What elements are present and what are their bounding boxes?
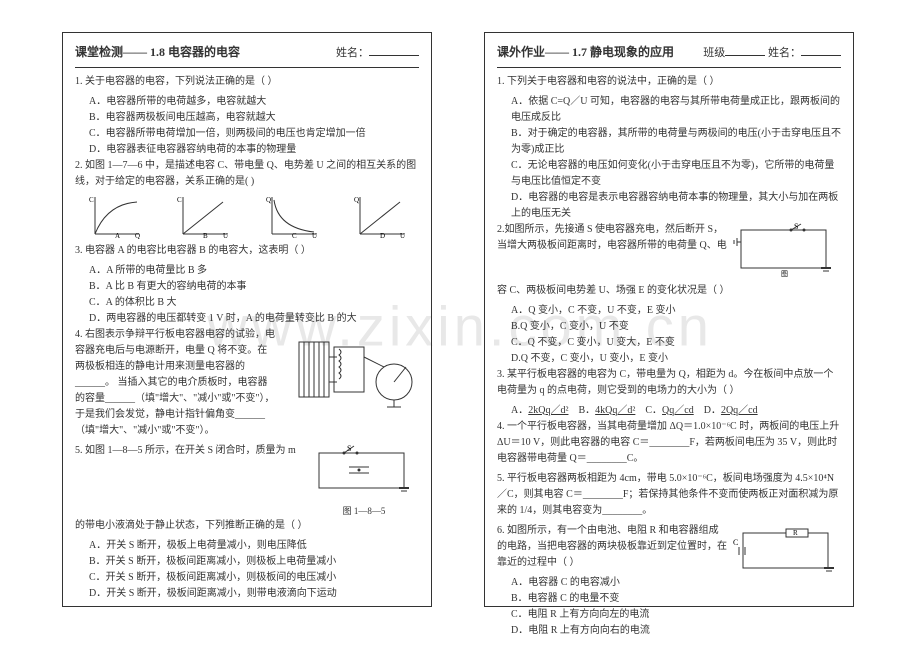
- svg-text:Q: Q: [266, 196, 271, 204]
- svg-text:R: R: [793, 529, 798, 537]
- r-q1-C: C．无论电容器的电压如何变化(小于击穿电压且不为零)，它所带的电荷量与电压比值恒…: [497, 158, 841, 190]
- l-q5-C: C．开关 S 断开，极板间距离减小，则极板间的电压减小: [75, 570, 419, 586]
- rname-blank: [801, 44, 841, 56]
- r-q2-D: D.Q 不变，C 变小，U 变小，E 变小: [497, 351, 841, 367]
- r-q1-stem: 1. 下列关于电容器和电容的说法中，正确的是（ ）: [497, 74, 841, 90]
- svg-text:图: 图: [781, 270, 788, 277]
- circuit-fig-r2: S 图: [731, 222, 841, 283]
- name-blank: [369, 44, 419, 56]
- svg-text:C: C: [292, 232, 297, 239]
- svg-text:B: B: [203, 232, 208, 239]
- l-q3-stem: 3. 电容器 A 的电容比电容器 B 的电容大，这表明（ ）: [75, 243, 419, 259]
- l-q3-D: D．两电容器的电压都转变 1 V 时，A 的电荷量转变比 B 的大: [75, 311, 419, 327]
- r-q1-D: D．电容器的电容是表示电容器容纳电荷本事的物理量，其大小与加在两板上的电压无关: [497, 190, 841, 222]
- r-q6-B: B．电容器 C 的电量不变: [497, 591, 841, 607]
- graph-b: C U B: [175, 194, 230, 239]
- l-q3-C: C．A 的体积比 B 大: [75, 295, 419, 311]
- l-q3-A: A．A 所带的电荷量比 B 多: [75, 263, 419, 279]
- svg-text:U: U: [223, 232, 228, 239]
- l-q3-B: B．A 比 B 有更大的容纳电荷的本事: [75, 279, 419, 295]
- l-q2-stem: 2. 如图 1—7—6 中，是描述电容 C、带电量 Q、电势差 U 之间的相互关…: [75, 158, 419, 190]
- r-q2-A: A．Q 变小，C 不变，U 不变，E 变小: [497, 303, 841, 319]
- r-q3-C: C．Qq／cd: [645, 403, 693, 419]
- right-title: 课外作业—— 1.7 静电现象的应用: [497, 43, 674, 62]
- circuit-fig-q5: S 图 1—8—5: [309, 443, 419, 518]
- svg-text:S: S: [347, 444, 351, 453]
- left-page: 课堂检测—— 1.8 电容器的电容 姓名： 1. 关于电容器的电容，下列说法正确…: [62, 32, 432, 607]
- r-q3-B: B．4kQq／d²: [578, 403, 635, 419]
- svg-text:U: U: [400, 232, 405, 239]
- svg-text:C: C: [177, 196, 182, 204]
- l-q5-A: A．开关 S 断开，极板上电荷量减小，则电压降低: [75, 538, 419, 554]
- left-header: 课堂检测—— 1.8 电容器的电容 姓名：: [75, 43, 419, 68]
- svg-text:S: S: [794, 222, 798, 231]
- r-q3-A: A．2kQq／d²: [511, 403, 568, 419]
- transformer-figure: [279, 327, 419, 423]
- left-title: 课堂检测—— 1.8 电容器的电容: [75, 43, 240, 62]
- svg-text:A: A: [115, 232, 120, 239]
- svg-text:C: C: [89, 196, 94, 204]
- r-q1-B: B．对于确定的电容器，其所带的电荷量与两极间的电压(小于击穿电压且不为零)成正比: [497, 126, 841, 158]
- graph-a: C Q A: [87, 194, 142, 239]
- l-q1-B: B．电容器两极板间电压越高，电容就越大: [75, 110, 419, 126]
- l-q5-B: B．开关 S 断开，极板间距离减小，则极板上电荷量减小: [75, 554, 419, 570]
- graph-c: Q U C: [264, 194, 319, 239]
- svg-text:Q: Q: [135, 232, 140, 239]
- r-q2-B: B.Q 变小，C 变小，U 不变: [497, 319, 841, 335]
- l-q1-C: C．电容器所带电荷增加一倍，则两极间的电压也肯定增加一倍: [75, 126, 419, 142]
- svg-text:C: C: [733, 538, 738, 547]
- r-q6-C: C．电阻 R 上有方向向左的电流: [497, 607, 841, 623]
- name-label-text: 姓名：: [336, 47, 369, 59]
- right-page: 课外作业—— 1.7 静电现象的应用 班级 姓名： 1. 下列关于电容器和电容的…: [484, 32, 854, 607]
- class-label-text: 班级: [703, 47, 725, 59]
- class-blank: [725, 44, 765, 56]
- circuit-fig-r6: R C: [731, 523, 841, 584]
- svg-text:D: D: [380, 232, 385, 239]
- left-name-label: 姓名：: [336, 44, 419, 63]
- fig-caption-q5: 图 1—8—5: [309, 504, 419, 518]
- r-q6-D: D．电阻 R 上有方向向右的电流: [497, 623, 841, 639]
- r-q3-D: D．2Qq／cd: [704, 403, 758, 419]
- r-q3-stem: 3. 某平行板电容器的电容为 C，带电量为 Q，相距为 d。今在板间中点放一个电…: [497, 367, 841, 399]
- right-labels: 班级 姓名：: [703, 44, 841, 63]
- r-q4-stem: 4. 一个平行板电容器，当其电荷量增加 ΔQ＝1.0×10⁻⁶C 时，两板间的电…: [497, 419, 841, 467]
- graph-d: Q U D: [352, 194, 407, 239]
- r-q3-opts: A．2kQq／d² B．4kQq／d² C．Qq／cd D．2Qq／cd: [497, 403, 841, 419]
- l-q1-D: D．电容器表征电容器容纳电荷的本事的物理量: [75, 142, 419, 158]
- svg-text:Q: Q: [354, 196, 359, 204]
- l-q1-A: A．电容器所带的电荷越多，电容就越大: [75, 94, 419, 110]
- right-header: 课外作业—— 1.7 静电现象的应用 班级 姓名：: [497, 43, 841, 68]
- r-q2-C: C．Q 不变，C 变小，U 变大，E 不变: [497, 335, 841, 351]
- graph-row: C Q A C U B Q U C Q U D: [75, 194, 419, 239]
- l-q1-stem: 1. 关于电容器的电容，下列说法正确的是（ ）: [75, 74, 419, 90]
- svg-text:U: U: [312, 232, 317, 239]
- l-q5-D: D．开关 S 断开，极板间距离减小，则带电液滴向下运动: [75, 586, 419, 602]
- rname-label-text: 姓名：: [768, 47, 801, 59]
- r-q5-stem: 5. 平行板电容器两板相距为 4cm，带电 5.0×10⁻⁶C，板间电场强度为 …: [497, 471, 841, 519]
- r-q1-A: A．依据 C=Q／U 可知，电容器的电容与其所带电荷量成正比，跟两板间的电压成反…: [497, 94, 841, 126]
